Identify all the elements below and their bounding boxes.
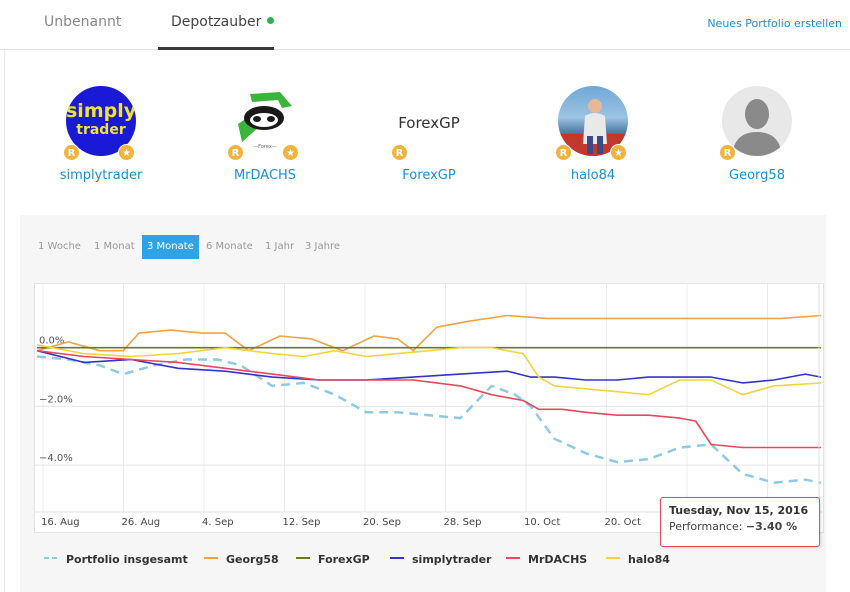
legend-swatch bbox=[204, 557, 218, 559]
avatar[interactable]: ForexGP bbox=[394, 86, 464, 156]
chart-tooltip: Tuesday, Nov 15, 2016 Performance: −3.40… bbox=[660, 497, 820, 547]
legend-label: Portfolio insgesamt bbox=[66, 553, 188, 566]
x-tick-label: 20. Oct bbox=[605, 517, 641, 528]
y-tick-label: −2.0% bbox=[39, 394, 73, 405]
legend-swatch bbox=[44, 557, 58, 559]
member-name[interactable]: halo84 bbox=[570, 168, 616, 183]
member-georg58: R Georg58 bbox=[687, 86, 827, 183]
portfolio-tabs: Unbenannt Depotzauber Neues Portfolio er… bbox=[0, 0, 850, 50]
performance-chart-panel: 1 Woche 1 Monat 3 Monate 6 Monate 1 Jahr… bbox=[20, 215, 826, 592]
tooltip-label: Performance: bbox=[669, 520, 743, 533]
avatar-logo-text: ForexGP bbox=[398, 114, 460, 132]
legend-item-forexgp[interactable]: ForexGP bbox=[296, 550, 370, 570]
avatar-logo-line1: simply bbox=[66, 100, 136, 122]
avatar-wrap: R ★ bbox=[555, 86, 628, 161]
legend-item-georg58[interactable]: Georg58 bbox=[204, 550, 279, 570]
chart-canvas: 0.0% −2.0% −4.0% 16. Aug 26. Aug 4. Sep 12. Se… bbox=[35, 284, 823, 528]
legend-label: halo84 bbox=[628, 553, 670, 566]
range-1-month[interactable]: 1 Monat bbox=[94, 241, 135, 252]
star-icon: ★ bbox=[610, 144, 627, 161]
y-tick-label: −4.0% bbox=[39, 453, 73, 464]
legend-label: MrDACHS bbox=[528, 553, 588, 566]
x-tick-label: 28. Sep bbox=[444, 517, 482, 528]
series-line-simplytrader bbox=[36, 349, 822, 384]
series-line-mrdachs bbox=[36, 349, 821, 449]
tooltip-value: −3.40 % bbox=[745, 520, 798, 533]
rating-badge: R bbox=[227, 144, 244, 161]
tooltip-row: Performance: −3.40 % bbox=[669, 520, 811, 533]
range-1-week[interactable]: 1 Woche bbox=[38, 241, 81, 252]
x-tick-label: 26. Aug bbox=[122, 517, 161, 528]
member-halo84: R ★ halo84 bbox=[523, 86, 663, 183]
legend-label: ForexGP bbox=[318, 553, 370, 566]
avatar-wrap: R bbox=[719, 86, 792, 161]
divider bbox=[4, 50, 5, 592]
tooltip-date: Tuesday, Nov 15, 2016 bbox=[669, 504, 809, 517]
series-line-halo84 bbox=[36, 344, 822, 396]
avatar[interactable] bbox=[722, 86, 792, 156]
tab-unbenannt[interactable]: Unbenannt bbox=[44, 14, 122, 30]
member-list: simply trader R ★ simplytrader —Forex— bbox=[0, 86, 850, 196]
series-line-georg58 bbox=[36, 314, 822, 352]
member-name[interactable]: ForexGP bbox=[402, 168, 456, 183]
member-mrdachs: —Forex— R ★ MrDACHS bbox=[195, 86, 335, 183]
x-tick-label: 16. Aug bbox=[41, 517, 80, 528]
rating-badge: R bbox=[719, 144, 736, 161]
range-6-months[interactable]: 6 Monate bbox=[206, 241, 253, 252]
member-name[interactable]: simplytrader bbox=[59, 168, 143, 183]
active-tab-indicator bbox=[158, 47, 274, 50]
legend-label: simplytrader bbox=[412, 553, 492, 566]
legend-item-mrdachs[interactable]: MrDACHS bbox=[506, 550, 587, 570]
rating-badge: R bbox=[391, 144, 408, 161]
y-tick-label: 0.0% bbox=[39, 336, 64, 347]
avatar-logo-line2: trader bbox=[76, 122, 126, 138]
badger-logo-icon bbox=[238, 92, 292, 142]
legend-swatch bbox=[296, 557, 310, 559]
legend-item-halo84[interactable]: halo84 bbox=[606, 550, 670, 570]
star-icon: ★ bbox=[282, 144, 299, 161]
x-tick-label: 12. Sep bbox=[283, 517, 321, 528]
legend-item-simplytrader[interactable]: simplytrader bbox=[390, 550, 491, 570]
range-3-years[interactable]: 3 Jahre bbox=[305, 241, 340, 252]
avatar-wrap: simply trader R ★ bbox=[63, 86, 136, 161]
avatar-caption: —Forex— bbox=[253, 144, 277, 150]
online-status-dot bbox=[267, 17, 275, 24]
x-tick-label: 4. Sep bbox=[202, 517, 234, 528]
legend-swatch bbox=[390, 557, 404, 559]
member-name[interactable]: Georg58 bbox=[729, 168, 785, 183]
x-tick-label: 10. Oct bbox=[524, 517, 560, 528]
member-simplytrader: simply trader R ★ simplytrader bbox=[31, 86, 171, 183]
star-icon: ★ bbox=[118, 144, 135, 161]
range-3-months[interactable]: 3 Monate bbox=[142, 235, 199, 259]
rating-badge: R bbox=[63, 144, 80, 161]
avatar-wrap: ForexGP R bbox=[391, 86, 464, 161]
legend-swatch bbox=[606, 557, 620, 559]
new-portfolio-link[interactable]: Neues Portfolio erstellen bbox=[707, 17, 842, 30]
member-name[interactable]: MrDACHS bbox=[233, 168, 297, 183]
range-1-year[interactable]: 1 Jahr bbox=[265, 241, 295, 252]
performance-chart: 0.0% −2.0% −4.0% 16. Aug 26. Aug 4. Sep 12. Se… bbox=[34, 283, 824, 547]
avatar-wrap: —Forex— R ★ bbox=[227, 86, 300, 161]
member-forexgp: ForexGP R ForexGP bbox=[359, 86, 499, 183]
rating-badge: R bbox=[555, 144, 572, 161]
chart-legend: Portfolio insgesamt Georg58 ForexGP simp… bbox=[40, 550, 820, 580]
tab-depotzauber-label: Depotzauber bbox=[171, 14, 262, 30]
legend-swatch bbox=[506, 557, 520, 559]
tab-depotzauber[interactable]: Depotzauber bbox=[171, 14, 275, 30]
avatar[interactable]: —Forex— bbox=[230, 86, 300, 156]
legend-item-portfolio[interactable]: Portfolio insgesamt bbox=[44, 550, 188, 570]
default-user-icon bbox=[732, 99, 782, 156]
x-tick-label: 20. Sep bbox=[363, 517, 401, 528]
legend-label: Georg58 bbox=[226, 553, 279, 566]
